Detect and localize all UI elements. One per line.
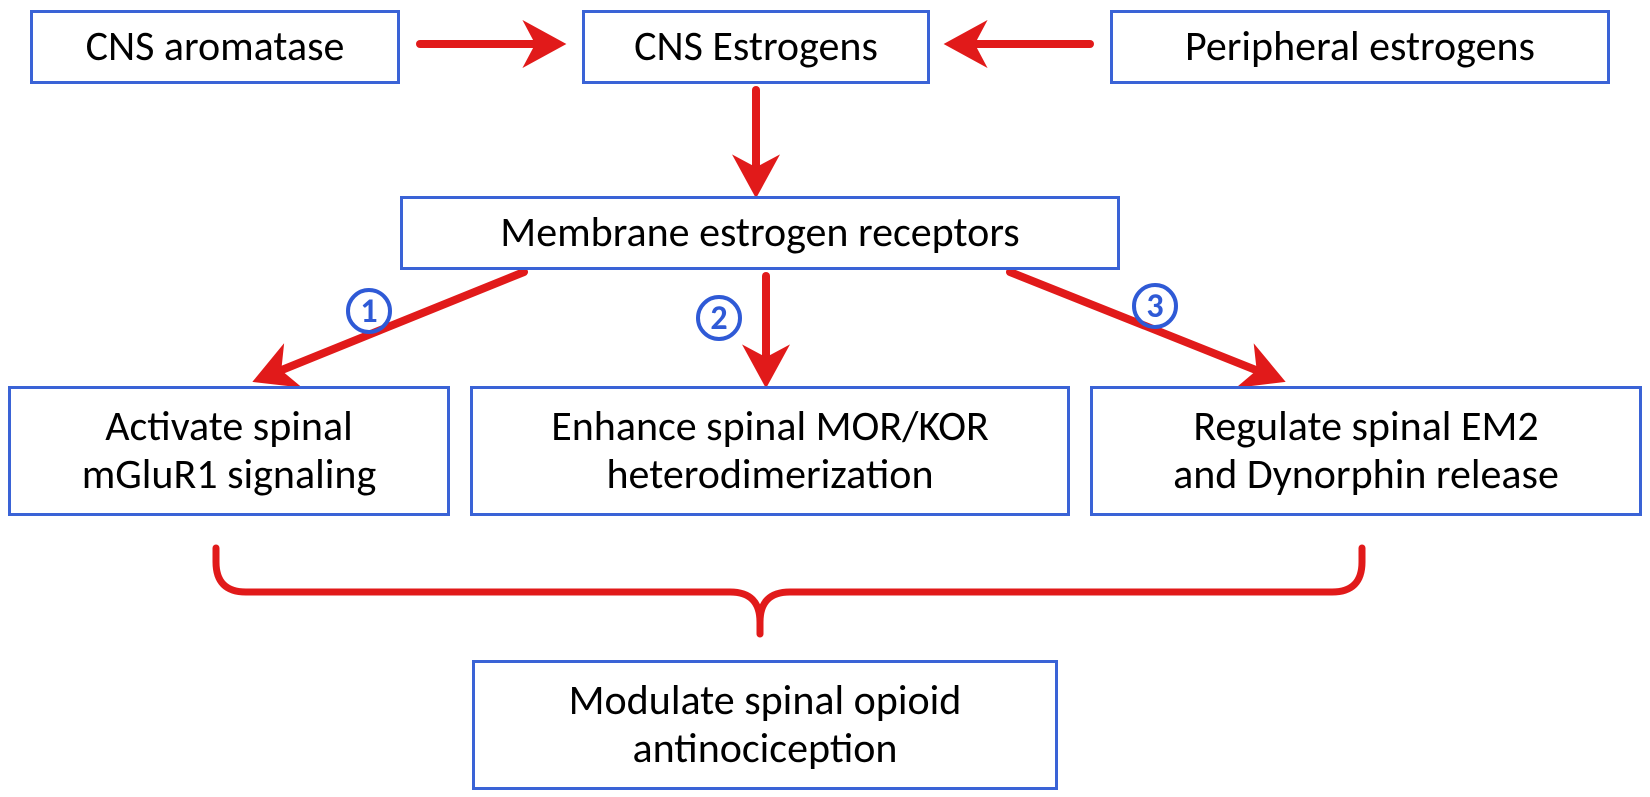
- arrow: [262, 272, 524, 378]
- node-activate-mglur1: Activate spinal mGluR1 signaling: [8, 386, 450, 516]
- node-label: Peripheral estrogens: [1185, 23, 1535, 71]
- pathway-label-1: 1: [346, 288, 392, 334]
- node-membrane-estrogen-receptors: Membrane estrogen receptors: [400, 196, 1120, 270]
- node-label: Enhance spinal MOR/KOR heterodimerizatio…: [551, 403, 989, 500]
- node-label: Membrane estrogen receptors: [500, 209, 1019, 257]
- node-cns-aromatase: CNS aromatase: [30, 10, 400, 84]
- node-peripheral-estrogens: Peripheral estrogens: [1110, 10, 1610, 84]
- node-cns-estrogens: CNS Estrogens: [582, 10, 930, 84]
- merge-brace: [216, 548, 1362, 634]
- node-modulate-opioid: Modulate spinal opioid antinociception: [472, 660, 1058, 790]
- node-label: Modulate spinal opioid antinociception: [569, 677, 962, 774]
- diagram-canvas: CNS aromatase CNS Estrogens Peripheral e…: [0, 0, 1650, 797]
- pathway-number: 1: [360, 291, 377, 332]
- node-regulate-em2-dynorphin: Regulate spinal EM2 and Dynorphin releas…: [1090, 386, 1642, 516]
- node-label: CNS Estrogens: [634, 23, 878, 71]
- node-label: CNS aromatase: [86, 23, 345, 71]
- pathway-label-3: 3: [1132, 283, 1178, 329]
- pathway-label-2: 2: [696, 295, 742, 341]
- node-label: Regulate spinal EM2 and Dynorphin releas…: [1173, 403, 1559, 500]
- node-label: Activate spinal mGluR1 signaling: [82, 403, 376, 500]
- node-enhance-mor-kor: Enhance spinal MOR/KOR heterodimerizatio…: [470, 386, 1070, 516]
- pathway-number: 3: [1146, 286, 1163, 327]
- pathway-number: 2: [710, 298, 727, 339]
